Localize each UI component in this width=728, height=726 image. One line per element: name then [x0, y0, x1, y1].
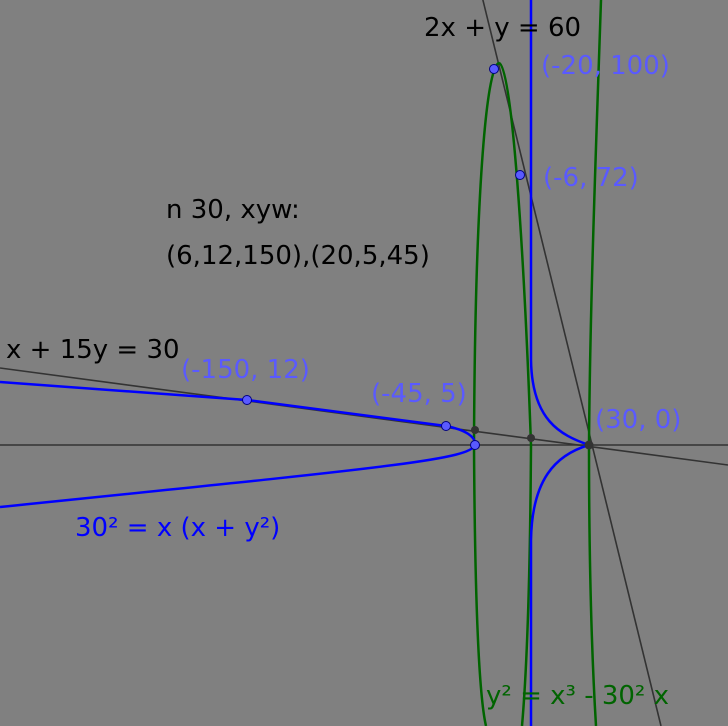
- label-point-minus150-12: (-150, 12): [181, 355, 310, 385]
- note-line-1: n 30, xyw:: [166, 195, 300, 225]
- label-line-2x: 2x + y = 60: [424, 13, 581, 43]
- label-point-minus6-72: (-6, 72): [543, 163, 639, 193]
- point-minus45-0[interactable]: [470, 440, 480, 450]
- label-point-minus45-5: (-45, 5): [371, 379, 467, 409]
- blue-curve-left-branch: [0, 380, 477, 509]
- point-minus45-5[interactable]: [441, 421, 451, 431]
- blue-curve-asymptote-branch: [529, 0, 594, 726]
- intersection-point: [527, 434, 535, 442]
- label-point-minus20-100: (-20, 100): [541, 51, 670, 81]
- note-line-2: (6,12,150),(20,5,45): [166, 241, 430, 271]
- intersection-point: [471, 426, 479, 434]
- point-minus150-12[interactable]: [242, 395, 252, 405]
- line-2x-plus-y-60: [482, 0, 662, 726]
- green-curve-branch: [587, 0, 603, 726]
- point-minus20-100[interactable]: [489, 64, 499, 74]
- intersection-point: [584, 440, 594, 450]
- label-line-x15: x + 15y = 30: [6, 335, 180, 365]
- label-blue-curve: 30² = x (x + y²): [75, 513, 280, 543]
- point-minus6-72[interactable]: [515, 170, 525, 180]
- label-point-30-0: (30, 0): [595, 405, 681, 435]
- label-green-curve: y² = x³ - 30² x: [486, 681, 669, 711]
